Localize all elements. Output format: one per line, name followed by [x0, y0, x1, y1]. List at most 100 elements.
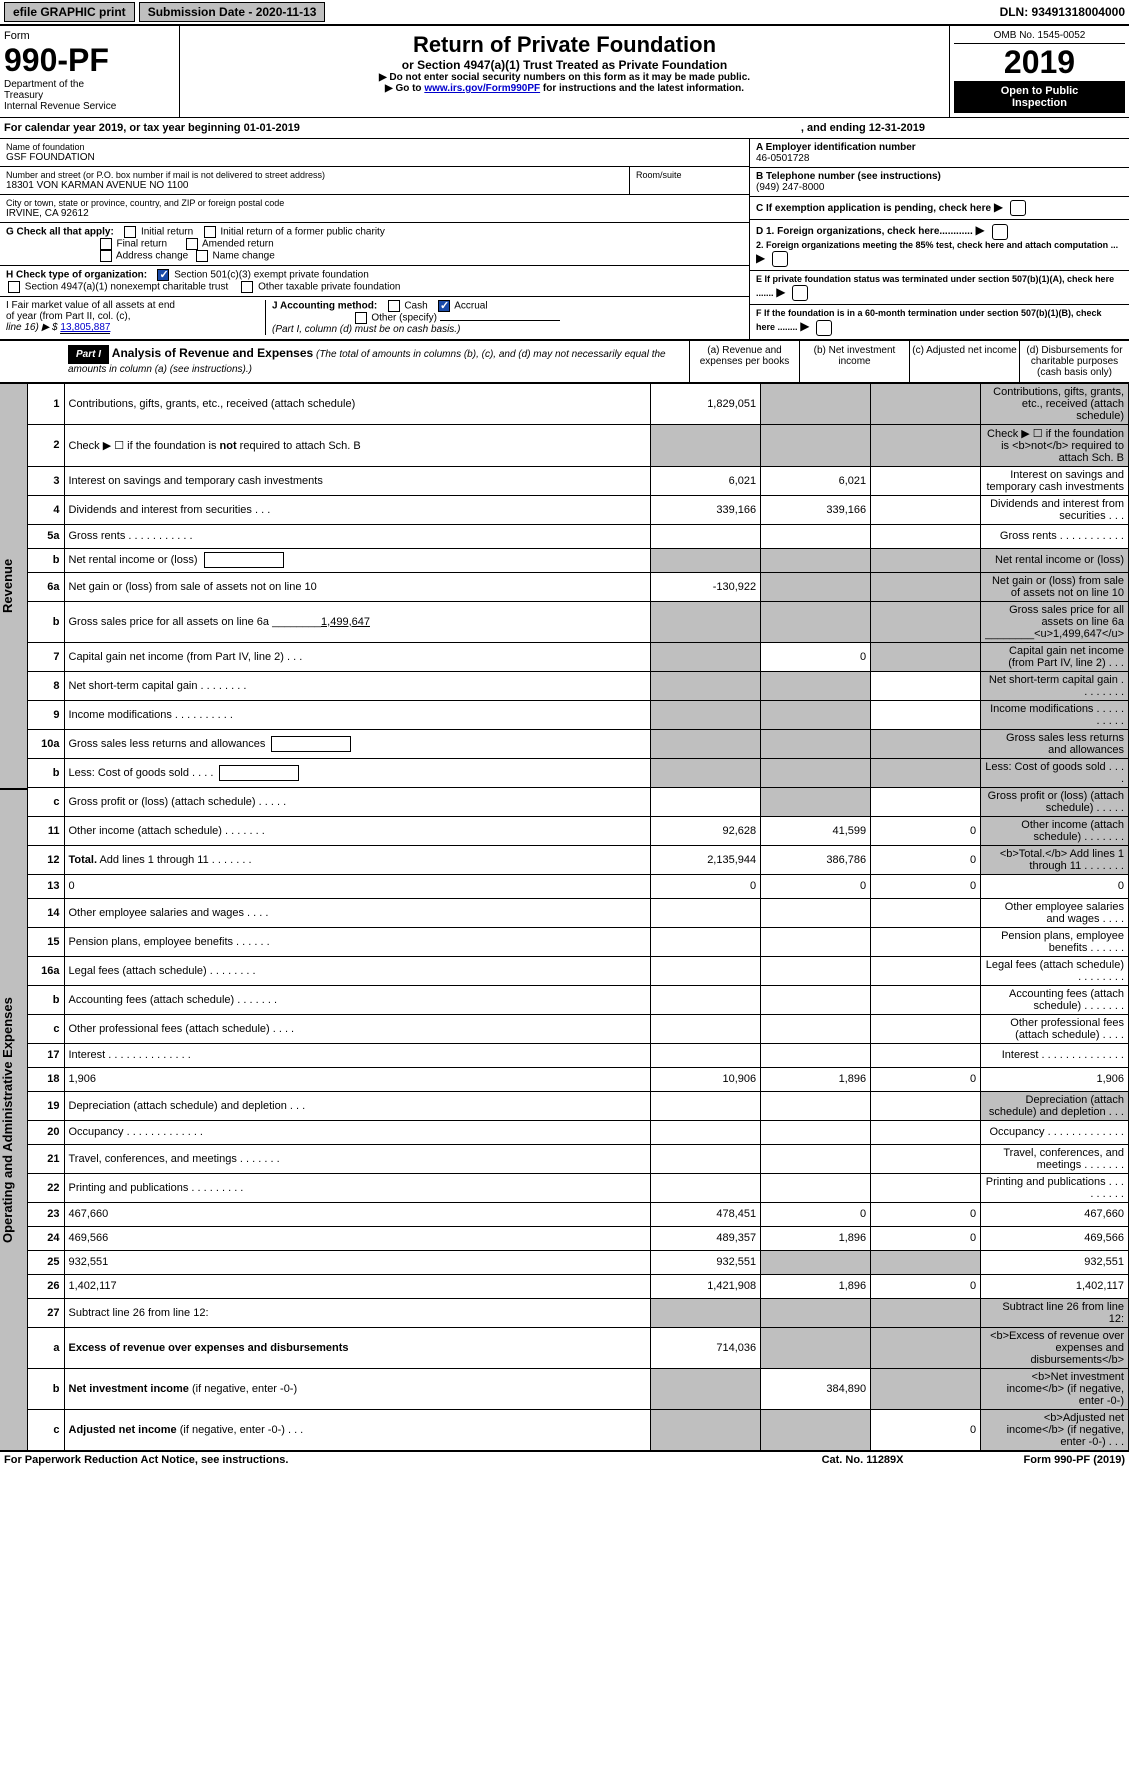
table-row: 8Net short-term capital gain . . . . . .… — [28, 671, 1129, 700]
table-row: 4Dividends and interest from securities … — [28, 495, 1129, 524]
room-label: Room/suite — [636, 170, 743, 180]
C-label: C If exemption application is pending, c… — [756, 203, 991, 214]
efile-button[interactable]: efile GRAPHIC print — [4, 2, 135, 22]
table-row: 27Subtract line 26 from line 12:Subtract… — [28, 1298, 1129, 1327]
irs-link[interactable]: www.irs.gov/Form990PF — [424, 83, 540, 94]
form-subtitle: or Section 4947(a)(1) Trust Treated as P… — [186, 58, 943, 72]
section-J: J Accounting method: Cash Accrual Other … — [266, 300, 743, 335]
tax-year: 2019 — [954, 44, 1125, 81]
form-header: Form 990-PF Department of the Treasury I… — [0, 26, 1129, 118]
table-row: 23467,660478,45100467,660 — [28, 1202, 1129, 1226]
cb-4947[interactable] — [8, 281, 20, 293]
table-row: 17Interest . . . . . . . . . . . . . .In… — [28, 1043, 1129, 1067]
foundation-name: GSF FOUNDATION — [6, 152, 743, 163]
cb-other-tax[interactable] — [241, 281, 253, 293]
open-badge: Open to Public Inspection — [954, 81, 1125, 113]
part1-label: Part I — [68, 345, 109, 364]
cb-other-method[interactable] — [355, 312, 367, 324]
dept2: Treasury — [4, 90, 175, 101]
name-label: Name of foundation — [6, 142, 743, 152]
table-row: 15Pension plans, employee benefits . . .… — [28, 927, 1129, 956]
part1-header: Part I Analysis of Revenue and Expenses … — [0, 341, 1129, 383]
table-row: bNet investment income (if negative, ent… — [28, 1368, 1129, 1409]
cb-cash[interactable] — [388, 300, 400, 312]
footer-left: For Paperwork Reduction Act Notice, see … — [4, 1454, 288, 1466]
table-row: cGross profit or (loss) (attach schedule… — [28, 787, 1129, 816]
fmv-link[interactable]: 13,805,887 — [60, 322, 110, 334]
table-row: 11Other income (attach schedule) . . . .… — [28, 816, 1129, 845]
footer-right: Form 990-PF (2019) — [1024, 1454, 1125, 1466]
table-row: 16aLegal fees (attach schedule) . . . . … — [28, 956, 1129, 985]
cb-E[interactable] — [792, 285, 808, 301]
cb-initial[interactable] — [124, 226, 136, 238]
table-row: bAccounting fees (attach schedule) . . .… — [28, 985, 1129, 1014]
table-row: 24469,566489,3571,8960469,566 — [28, 1226, 1129, 1250]
table-row: 25932,551932,551932,551 — [28, 1250, 1129, 1274]
table-row: 7Capital gain net income (from Part IV, … — [28, 642, 1129, 671]
col-d: (d) Disbursements for charitable purpose… — [1019, 341, 1129, 382]
cb-initial-former[interactable] — [204, 226, 216, 238]
table-row: cOther professional fees (attach schedul… — [28, 1014, 1129, 1043]
table-row: 21Travel, conferences, and meetings . . … — [28, 1144, 1129, 1173]
ein: 46-0501728 — [756, 153, 809, 164]
section-H: H Check type of organization: Section 50… — [0, 266, 749, 297]
D2-label: 2. Foreign organizations meeting the 85%… — [756, 240, 1118, 250]
expenses-label: Operating and Administrative Expenses — [0, 789, 28, 1451]
footer-mid: Cat. No. 11289X — [822, 1454, 904, 1466]
phone: (949) 247-8000 — [756, 182, 824, 193]
table-row: bNet rental income or (loss)Net rental i… — [28, 548, 1129, 572]
table-row: 3Interest on savings and temporary cash … — [28, 466, 1129, 495]
address: 18301 VON KARMAN AVENUE NO 1100 — [6, 180, 623, 191]
part1-table: Revenue Operating and Administrative Exp… — [0, 383, 1129, 1451]
note2: ▶ Go to www.irs.gov/Form990PF for instru… — [186, 83, 943, 94]
table-row: 14Other employee salaries and wages . . … — [28, 898, 1129, 927]
table-row: 261,402,1171,421,9081,89601,402,117 — [28, 1274, 1129, 1298]
B-label: B Telephone number (see instructions) — [756, 171, 941, 182]
calendar-year: For calendar year 2019, or tax year begi… — [0, 118, 1129, 139]
submission-button[interactable]: Submission Date - 2020-11-13 — [139, 2, 326, 22]
table-row: 1Contributions, gifts, grants, etc., rec… — [28, 383, 1129, 424]
table-row: 6aNet gain or (loss) from sale of assets… — [28, 572, 1129, 601]
table-row: 12Total. Add lines 1 through 11 . . . . … — [28, 845, 1129, 874]
cb-F[interactable] — [816, 320, 832, 336]
A-label: A Employer identification number — [756, 142, 916, 153]
table-row: aExcess of revenue over expenses and dis… — [28, 1327, 1129, 1368]
revenue-label: Revenue — [0, 383, 28, 789]
top-bar: efile GRAPHIC print Submission Date - 20… — [0, 0, 1129, 26]
cb-501c3[interactable] — [157, 269, 169, 281]
form-word: Form — [4, 30, 175, 42]
city: IRVINE, CA 92612 — [6, 208, 743, 219]
table-row: 20Occupancy . . . . . . . . . . . . .Occ… — [28, 1120, 1129, 1144]
cb-final[interactable] — [100, 238, 112, 250]
cb-addr-change[interactable] — [100, 250, 112, 262]
table-row: 5aGross rents . . . . . . . . . . .Gross… — [28, 524, 1129, 548]
entity-info: Name of foundation GSF FOUNDATION Number… — [0, 139, 1129, 341]
table-row: 1300000 — [28, 874, 1129, 898]
table-row: bLess: Cost of goods sold . . . .Less: C… — [28, 758, 1129, 787]
table-row: 19Depreciation (attach schedule) and dep… — [28, 1091, 1129, 1120]
addr-label: Number and street (or P.O. box number if… — [6, 170, 623, 180]
table-row: bGross sales price for all assets on lin… — [28, 601, 1129, 642]
D1-label: D 1. Foreign organizations, check here..… — [756, 226, 973, 237]
cb-amended[interactable] — [186, 238, 198, 250]
table-row: 181,90610,9061,89601,906 — [28, 1067, 1129, 1091]
cb-accrual[interactable] — [438, 300, 450, 312]
cb-D1[interactable] — [992, 224, 1008, 240]
cb-name-change[interactable] — [196, 250, 208, 262]
table-row: 10aGross sales less returns and allowanc… — [28, 729, 1129, 758]
table-row: 2Check ▶ ☐ if the foundation is not requ… — [28, 424, 1129, 466]
section-G: G Check all that apply: Initial return I… — [0, 223, 749, 266]
col-a: (a) Revenue and expenses per books — [689, 341, 799, 382]
form-number: 990-PF — [4, 42, 175, 79]
table-row: cAdjusted net income (if negative, enter… — [28, 1409, 1129, 1450]
cb-D2[interactable] — [772, 251, 788, 267]
page-footer: For Paperwork Reduction Act Notice, see … — [0, 1451, 1129, 1468]
dln: DLN: 93491318004000 — [1000, 5, 1125, 19]
omb: OMB No. 1545-0052 — [954, 30, 1125, 44]
cb-C[interactable] — [1010, 200, 1026, 216]
section-I: I Fair market value of all assets at end… — [6, 300, 266, 335]
table-row: 9Income modifications . . . . . . . . . … — [28, 700, 1129, 729]
city-label: City or town, state or province, country… — [6, 198, 743, 208]
dept3: Internal Revenue Service — [4, 101, 175, 112]
col-b: (b) Net investment income — [799, 341, 909, 382]
